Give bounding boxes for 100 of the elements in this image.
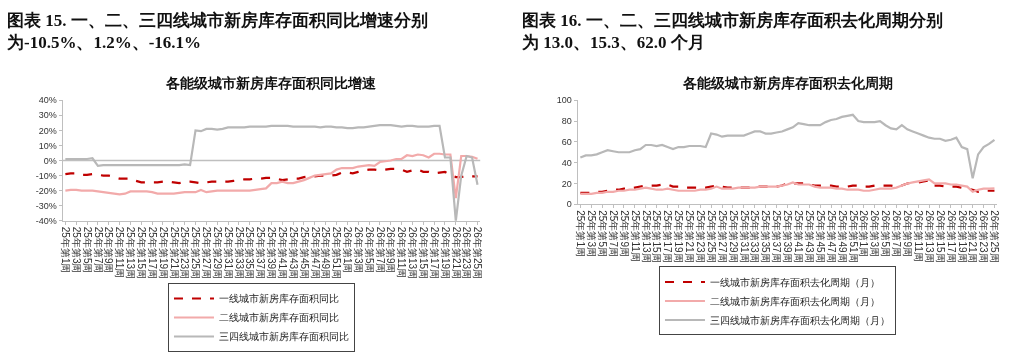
x-tick-label: 26年第23周 [978,210,990,263]
x-tick-label: 26年第23周 [461,226,473,280]
x-tick-label: 25年第31周 [222,226,234,280]
x-tick-label: 25年第51周 [331,226,343,280]
x-tick-label: 25年第15周 [651,210,663,263]
x-tick-label: 26年第5周 [880,210,892,257]
x-tick-label: 26年第25周 [989,210,1001,263]
x-tick-label: 25年第43周 [803,210,815,263]
x-tick-label: 25年第9周 [103,226,115,274]
x-tick-label: 25年第21周 [684,210,696,263]
y-tick-label: 0% [43,155,57,166]
x-tick-label: 25年第11周 [629,210,641,262]
legend-label: 三四线城市新房库存面积同比 [218,331,349,343]
y-tick-label: 100 [556,95,572,106]
y-tick-label: 10% [38,140,57,151]
line-series [64,167,479,185]
y-tick-label: 0 [566,199,572,210]
x-tick-label: 26年第25周 [472,226,484,280]
x-tick-label: 25年第17周 [662,210,674,263]
y-tick-label: 20% [38,125,57,136]
x-tick-label: 25年第33周 [233,226,245,280]
x-tick-label: 25年第45周 [298,226,310,280]
legend-label: 二线城市新房库存面积去化周期（月） [709,295,880,307]
y-tick-label: 80 [561,116,572,127]
x-tick-label: 25年第29周 [211,226,223,280]
y-tick-label: 30% [38,110,57,121]
x-tick-label: 25年第47周 [825,210,837,263]
legend-label: 一线城市新房库存面积去化周期（月） [709,276,880,288]
x-tick-label: 25年第41周 [277,226,289,280]
y-tick-label: 60 [561,137,572,148]
x-tick-label: 26年第21周 [967,210,979,263]
x-tick-label: 25年第23周 [179,226,191,280]
x-tick-label: 25年第19周 [157,226,169,280]
x-tick-label: 26年第7周 [374,226,386,274]
x-tick-label: 25年第13周 [125,226,137,280]
x-tick-label: 25年第27周 [201,226,213,280]
x-tick-label: 25年第7周 [607,210,619,257]
x-tick-label: 25年第5周 [596,210,608,257]
y-tick-label: 20 [561,178,572,189]
x-tick-label: 25年第11周 [114,226,126,279]
x-tick-label: 26年第13周 [407,226,419,280]
x-tick-label: 25年第13周 [640,210,652,263]
chart-subtitle: 各能级城市新房库存面积去化周期 [682,75,893,91]
x-tick-label: 25年第37周 [255,226,267,280]
y-tick-label: -20% [35,185,57,196]
x-tick-label: 25年第51周 [847,210,859,263]
x-tick-label: 26年第17周 [428,226,440,280]
y-tick-label: -30% [35,200,57,211]
x-tick-label: 25年第15周 [136,226,148,280]
x-tick-label: 26年第1周 [858,210,870,257]
x-tick-label: 26年第15周 [418,226,430,280]
x-tick-label: 25年第43周 [287,226,299,280]
x-tick-label: 25年第35周 [760,210,772,263]
x-tick-label: 26年第15周 [934,210,946,263]
x-tick-label: 26年第21周 [450,226,462,280]
x-tick-label: 25年第45周 [814,210,826,263]
chart-title: 图表 16. 一、二、三四线城市新房库存面积去化周期分别为 13.0、15.3、62.0 个月 [522,11,943,53]
x-tick-label: 25年第49周 [836,210,848,263]
x-tick-label: 25年第47周 [309,226,321,280]
x-tick-label: 26年第1周 [342,226,354,274]
x-tick-label: 25年第17周 [146,226,158,280]
x-tick-label: 26年第11周 [396,226,408,279]
x-tick-label: 25年第37周 [771,210,783,263]
x-tick-label: 25年第1周 [60,226,72,274]
x-tick-label: 25年第41周 [793,210,805,263]
x-tick-label: 25年第25周 [190,226,202,280]
x-tick-label: 26年第9周 [902,210,914,257]
x-tick-label: 26年第3周 [869,210,881,257]
x-tick-label: 25年第49周 [320,226,332,280]
x-tick-label: 25年第1周 [575,210,587,257]
x-tick-label: 25年第39周 [782,210,794,263]
x-tick-label: 26年第19周 [439,226,451,280]
y-tick-label: -10% [35,170,57,181]
x-tick-label: 26年第13周 [923,210,935,263]
x-tick-label: 25年第3周 [586,210,598,257]
x-tick-label: 26年第19周 [956,210,968,263]
x-tick-label: 25年第39周 [266,226,278,280]
y-tick-label: 40 [561,157,572,168]
x-tick-label: 25年第7周 [92,226,104,274]
x-tick-label: 25年第5周 [81,226,93,274]
x-tick-label: 26年第3周 [352,226,364,274]
x-tick-label: 26年第7周 [891,210,903,257]
x-tick-label: 25年第21周 [168,226,180,280]
x-tick-label: 25年第23周 [694,210,706,263]
x-tick-label: 25年第29周 [727,210,739,263]
x-tick-label: 26年第11周 [912,210,924,262]
x-tick-label: 25年第27周 [716,210,728,263]
x-tick-label: 25年第31周 [738,210,750,263]
x-tick-label: 26年第17周 [945,210,957,263]
x-tick-label: 25年第9周 [618,210,630,257]
x-tick-label: 25年第35周 [244,226,256,280]
x-tick-label: 26年第5周 [363,226,375,274]
x-tick-label: 26年第9周 [385,226,397,274]
chart-subtitle: 各能级城市新房库存面积同比增速 [165,75,377,91]
y-tick-label: 40% [38,95,57,106]
chart-title: 图表 15. 一、二、三四线城市新房库存面积同比增速分别为-10.5%、1.2%、-16.1% [7,11,428,53]
x-tick-label: 25年第3周 [70,226,82,274]
x-tick-label: 25年第33周 [749,210,761,263]
x-tick-label: 25年第25周 [705,210,717,263]
legend-label: 二线城市新房库存面积同比 [218,312,339,324]
